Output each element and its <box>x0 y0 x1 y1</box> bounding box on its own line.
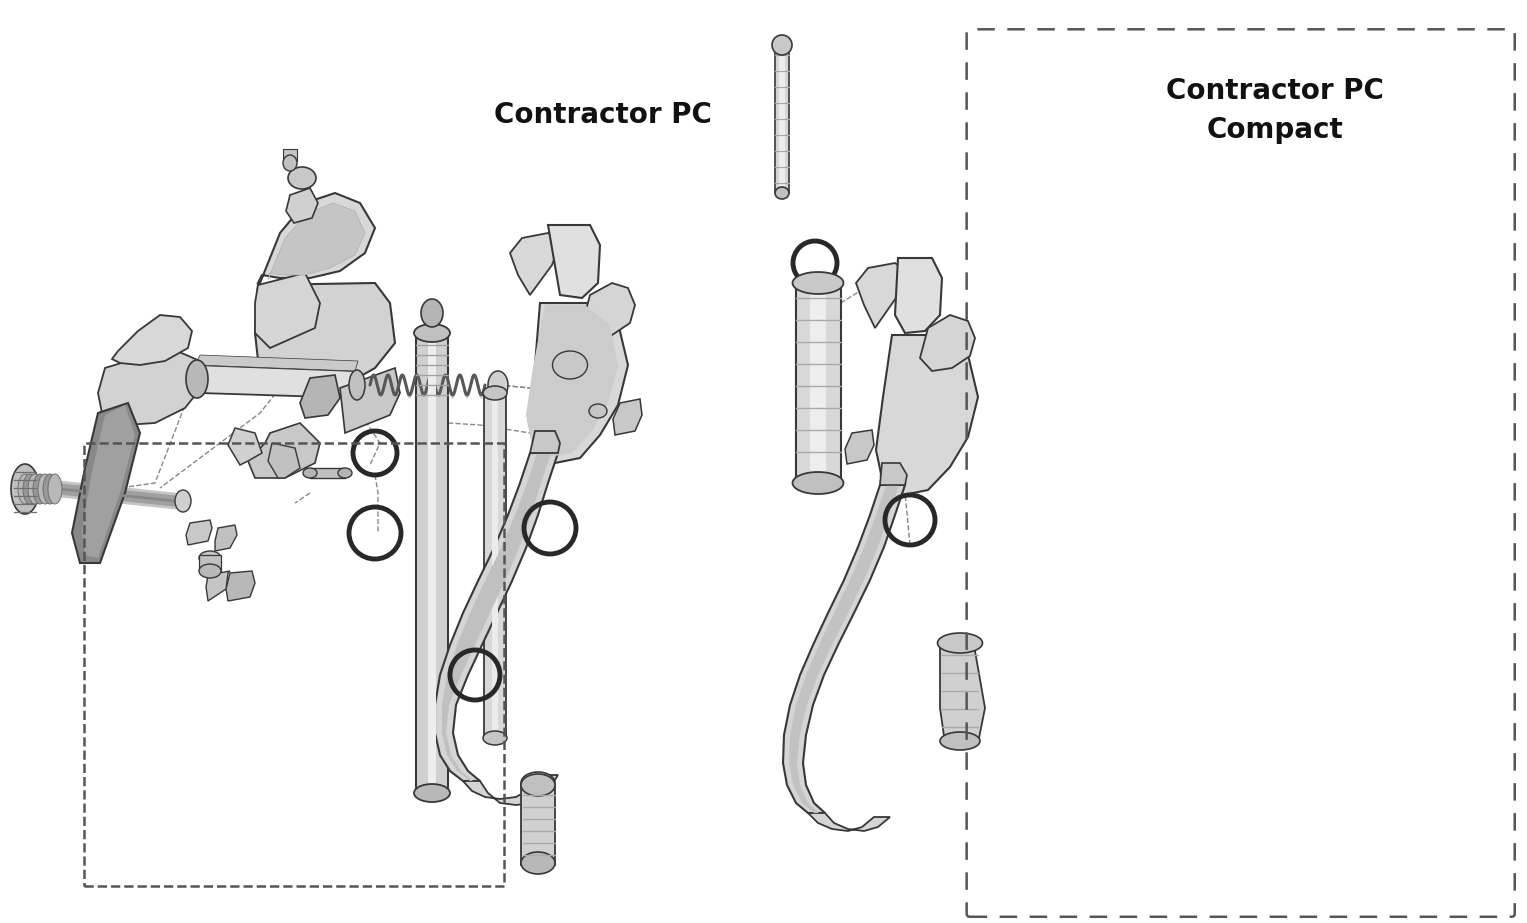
Polygon shape <box>876 335 977 495</box>
Polygon shape <box>919 315 976 371</box>
Polygon shape <box>72 403 140 563</box>
Ellipse shape <box>414 784 450 802</box>
Ellipse shape <box>337 468 353 478</box>
Polygon shape <box>269 203 365 280</box>
Bar <box>428 333 437 793</box>
Polygon shape <box>247 423 321 478</box>
Polygon shape <box>255 273 321 348</box>
Polygon shape <box>808 813 890 831</box>
Bar <box>796 283 840 483</box>
Ellipse shape <box>521 772 554 794</box>
Ellipse shape <box>414 324 450 342</box>
Ellipse shape <box>589 404 608 418</box>
Ellipse shape <box>421 299 443 327</box>
Ellipse shape <box>773 35 793 55</box>
Ellipse shape <box>350 370 365 400</box>
Ellipse shape <box>18 474 32 504</box>
Bar <box>492 393 498 738</box>
Ellipse shape <box>43 474 56 504</box>
Bar <box>809 283 826 483</box>
Polygon shape <box>341 368 400 433</box>
Polygon shape <box>195 355 357 371</box>
Polygon shape <box>895 258 942 333</box>
Polygon shape <box>258 193 376 283</box>
Polygon shape <box>880 463 907 485</box>
Polygon shape <box>195 365 357 398</box>
Polygon shape <box>510 233 560 295</box>
Bar <box>310 468 345 478</box>
Polygon shape <box>582 283 635 338</box>
Bar <box>779 45 785 193</box>
Polygon shape <box>215 525 237 551</box>
Polygon shape <box>98 348 205 425</box>
Ellipse shape <box>489 371 508 399</box>
Ellipse shape <box>176 490 191 512</box>
Polygon shape <box>255 283 395 393</box>
Polygon shape <box>186 520 212 545</box>
Ellipse shape <box>521 852 554 874</box>
Polygon shape <box>226 571 255 601</box>
Bar <box>420 333 444 793</box>
Ellipse shape <box>23 474 37 504</box>
Ellipse shape <box>793 272 843 294</box>
Polygon shape <box>228 428 263 465</box>
Polygon shape <box>111 315 192 365</box>
Ellipse shape <box>199 551 221 565</box>
Ellipse shape <box>938 633 982 653</box>
Ellipse shape <box>47 474 63 504</box>
Ellipse shape <box>186 360 208 398</box>
Ellipse shape <box>282 155 296 171</box>
Polygon shape <box>441 453 551 781</box>
Bar <box>415 333 447 793</box>
Polygon shape <box>206 571 231 601</box>
Polygon shape <box>299 375 341 418</box>
Polygon shape <box>548 225 600 298</box>
Ellipse shape <box>27 474 43 504</box>
Ellipse shape <box>793 472 843 494</box>
Ellipse shape <box>11 464 40 514</box>
Ellipse shape <box>483 386 507 400</box>
Polygon shape <box>463 775 557 805</box>
Text: Contractor PC: Contractor PC <box>495 102 712 129</box>
Polygon shape <box>528 303 628 463</box>
Polygon shape <box>435 453 557 781</box>
Ellipse shape <box>941 732 980 750</box>
Polygon shape <box>269 443 299 478</box>
Bar <box>484 393 505 738</box>
Bar <box>199 555 221 571</box>
Polygon shape <box>857 263 909 328</box>
Polygon shape <box>612 399 641 435</box>
Polygon shape <box>941 643 985 743</box>
Polygon shape <box>525 305 618 457</box>
Ellipse shape <box>776 187 789 199</box>
Polygon shape <box>783 485 906 813</box>
Ellipse shape <box>38 474 52 504</box>
Bar <box>282 149 296 161</box>
Ellipse shape <box>302 468 318 478</box>
Ellipse shape <box>521 774 554 796</box>
Polygon shape <box>530 431 560 453</box>
Polygon shape <box>789 485 899 813</box>
Polygon shape <box>286 188 318 223</box>
Ellipse shape <box>289 167 316 189</box>
Polygon shape <box>844 430 873 464</box>
Text: Contractor PC
Compact: Contractor PC Compact <box>1167 78 1383 144</box>
Bar <box>776 45 789 193</box>
Polygon shape <box>82 405 134 558</box>
Ellipse shape <box>199 564 221 578</box>
Bar <box>521 785 554 865</box>
Ellipse shape <box>34 474 47 504</box>
Ellipse shape <box>483 731 507 745</box>
Bar <box>84 443 504 886</box>
Ellipse shape <box>553 351 588 379</box>
